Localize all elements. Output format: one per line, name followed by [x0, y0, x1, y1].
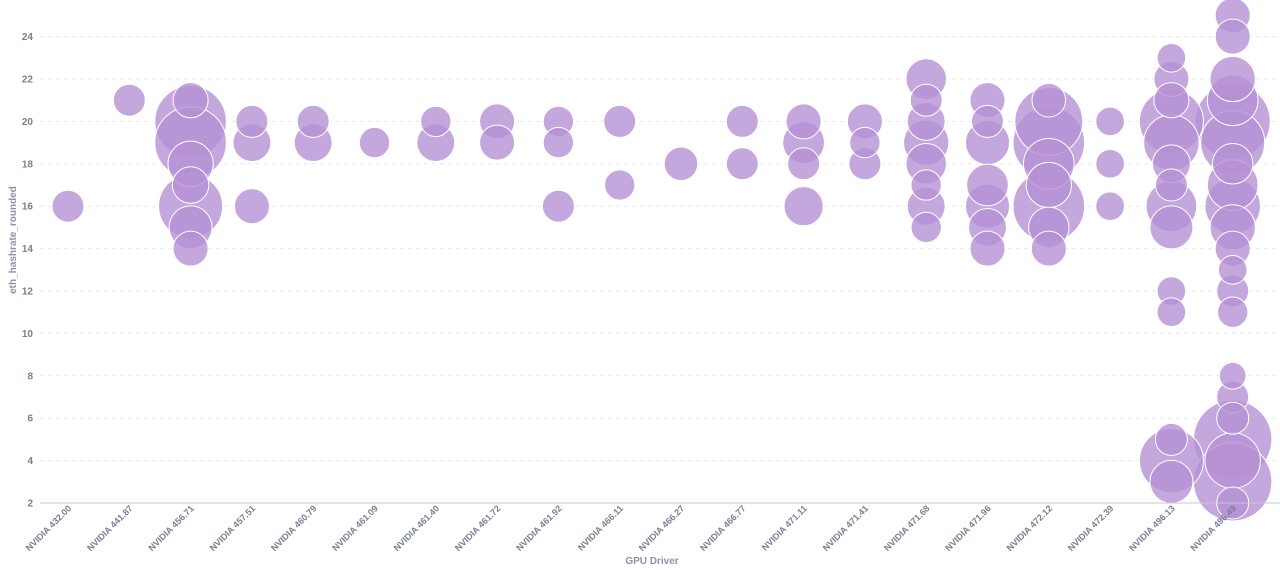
- bubble-point[interactable]: [910, 169, 942, 201]
- bubble-series: [51, 0, 1273, 522]
- bubble-point[interactable]: [971, 104, 1004, 138]
- x-tick-label: NVIDIA 461.72: [453, 503, 503, 553]
- y-tick-label: 16: [22, 202, 34, 213]
- y-tick-label: 14: [22, 244, 34, 255]
- x-tick-label: NVIDIA 456.71: [146, 503, 196, 553]
- y-tick-label: 4: [27, 456, 33, 467]
- bubble-point[interactable]: [1154, 168, 1188, 202]
- bubble-point[interactable]: [1031, 82, 1067, 118]
- bubble-point[interactable]: [1218, 361, 1247, 390]
- bubble-point[interactable]: [1156, 297, 1187, 328]
- x-tick-label: NVIDIA 496.13: [1127, 503, 1177, 553]
- bubble-point[interactable]: [725, 104, 759, 138]
- x-tick-label: NVIDIA 441.87: [85, 503, 135, 553]
- bubble-point[interactable]: [969, 230, 1006, 267]
- x-tick-label: NVIDIA 472.12: [1005, 503, 1055, 553]
- x-tick-label: NVIDIA 461.92: [514, 503, 564, 553]
- y-tick-label: 20: [22, 117, 34, 128]
- x-tick-label: NVIDIA 466.27: [637, 503, 687, 553]
- bubble-point[interactable]: [296, 104, 330, 138]
- bubble-point[interactable]: [235, 104, 269, 138]
- bubble-point[interactable]: [51, 189, 85, 223]
- bubble-point[interactable]: [849, 126, 881, 159]
- bubble-point[interactable]: [1154, 422, 1188, 456]
- bubble-point[interactable]: [172, 230, 209, 267]
- x-tick-label: NVIDIA 432.00: [24, 503, 74, 553]
- bubble-point[interactable]: [1214, 18, 1251, 55]
- x-tick-label: NVIDIA 461.40: [392, 503, 442, 553]
- x-tick-label: NVIDIA 471.68: [882, 503, 932, 553]
- y-tick-label: 12: [22, 287, 34, 298]
- y-axis-title: eth_hashrate_rounded: [8, 186, 19, 294]
- bubble-point[interactable]: [603, 104, 637, 138]
- x-axis-title: GPU Driver: [625, 556, 678, 567]
- bubble-point[interactable]: [479, 124, 516, 161]
- bubble-point[interactable]: [1149, 205, 1194, 250]
- x-tick-label: NVIDIA 471.11: [760, 503, 809, 552]
- bubble-point[interactable]: [542, 126, 575, 159]
- bubble-point[interactable]: [1153, 82, 1190, 119]
- y-tick-label: 24: [22, 32, 34, 43]
- bubble-point[interactable]: [541, 189, 575, 223]
- x-tick-label: NVIDIA 471.96: [943, 503, 993, 553]
- y-tick-label: 22: [22, 75, 34, 86]
- bubble-point[interactable]: [725, 147, 759, 181]
- bubble-point[interactable]: [1030, 230, 1067, 267]
- bubble-point[interactable]: [1217, 296, 1249, 328]
- bubble-point[interactable]: [172, 82, 209, 119]
- x-tick-label: NVIDIA 466.77: [698, 503, 748, 553]
- bubble-point[interactable]: [910, 211, 942, 244]
- bubble-point[interactable]: [663, 146, 699, 182]
- y-tick-label: 6: [27, 414, 33, 425]
- bubble-point[interactable]: [112, 83, 146, 117]
- bubble-point[interactable]: [966, 163, 1009, 207]
- x-tick-label: NVIDIA 471.41: [821, 503, 871, 553]
- bubble-point[interactable]: [1095, 148, 1125, 179]
- x-tick-label: NVIDIA 472.39: [1066, 503, 1116, 553]
- bubble-point[interactable]: [1156, 42, 1187, 73]
- x-axis-ticks: NVIDIA 432.00 NVIDIA 441.87 NVIDIA 456.71 N…: [24, 503, 1238, 553]
- grid-lines: [40, 36, 1280, 462]
- bubble-point[interactable]: [1211, 143, 1254, 185]
- bubble-point[interactable]: [1095, 106, 1125, 137]
- bubble-point[interactable]: [1216, 401, 1250, 435]
- bubble-point[interactable]: [420, 105, 452, 138]
- y-tick-label: 2: [27, 499, 33, 510]
- bubble-point[interactable]: [1149, 459, 1194, 504]
- y-tick-label: 8: [27, 371, 33, 382]
- bubble-point[interactable]: [1217, 254, 1248, 285]
- bubble-point[interactable]: [783, 186, 824, 227]
- bubble-point[interactable]: [604, 169, 636, 201]
- x-tick-label: NVIDIA 461.09: [330, 503, 380, 553]
- bubble-point[interactable]: [233, 188, 270, 225]
- bubble-point[interactable]: [787, 147, 821, 181]
- x-tick-label: NVIDIA 457.51: [208, 503, 258, 553]
- bubble-point[interactable]: [171, 166, 210, 204]
- bubble-point[interactable]: [785, 103, 822, 140]
- x-tick-label: NVIDIA 466.11: [576, 503, 625, 552]
- x-tick-label: NVIDIA 460.79: [269, 503, 319, 553]
- bubble-point[interactable]: [909, 83, 943, 117]
- bubble-point[interactable]: [1204, 432, 1261, 489]
- bubble-point[interactable]: [1025, 161, 1072, 209]
- bubble-point[interactable]: [358, 126, 391, 159]
- y-tick-label: 18: [22, 159, 34, 170]
- bubble-point[interactable]: [1209, 55, 1256, 103]
- y-tick-label: 10: [22, 329, 34, 340]
- bubble-point[interactable]: [1095, 191, 1125, 222]
